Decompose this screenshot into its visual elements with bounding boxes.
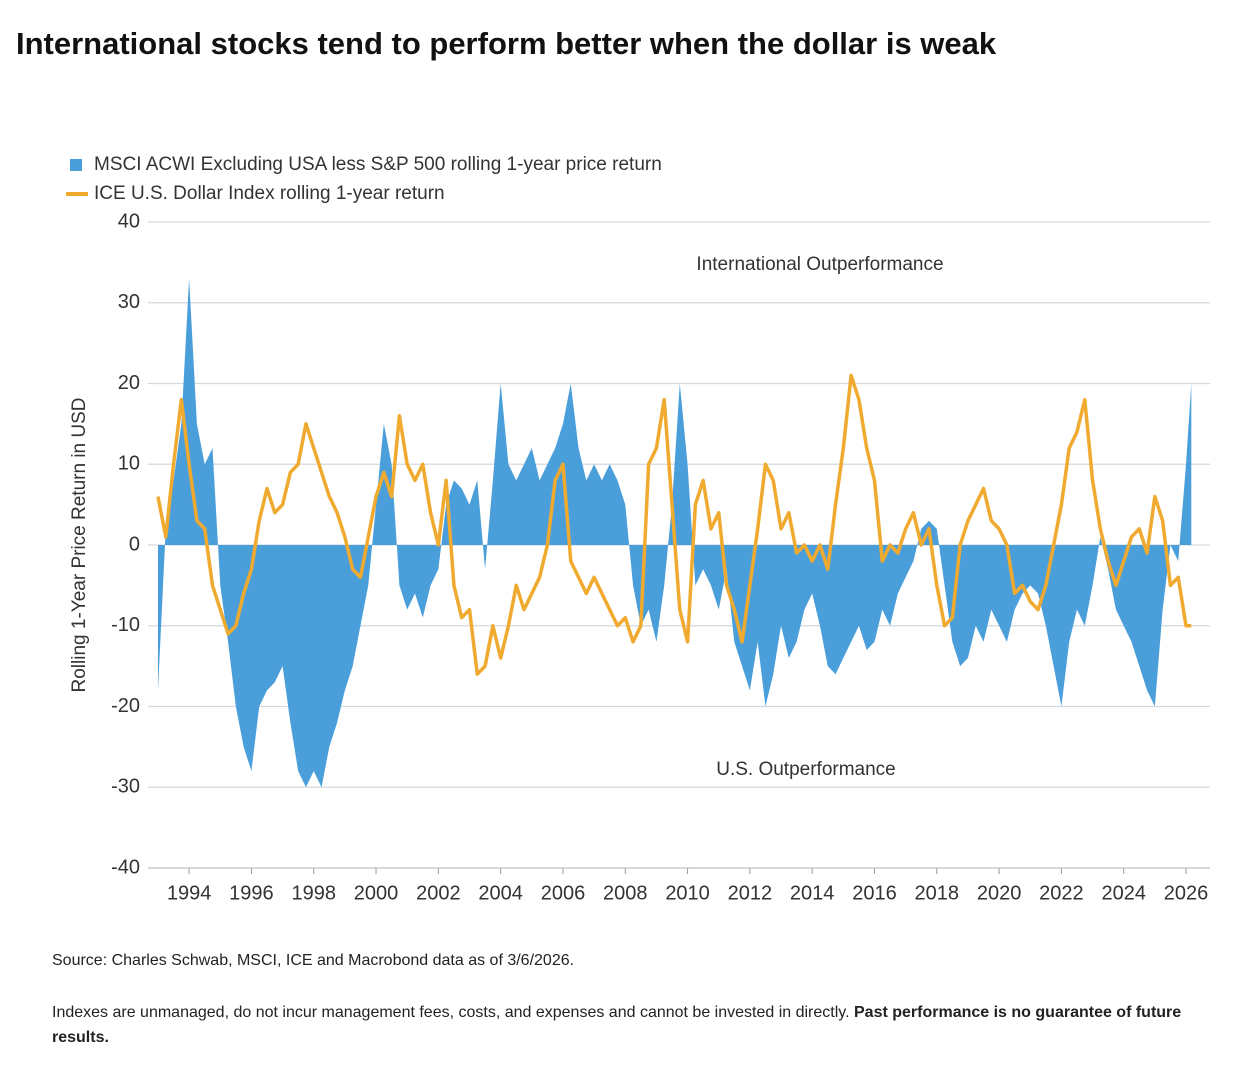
annotation: U.S. Outperformance bbox=[716, 759, 896, 780]
y-tick-label: 30 bbox=[118, 291, 140, 313]
x-tick-label: 2016 bbox=[852, 882, 897, 904]
disclaimer-bold: Past performance is no guarantee of futu… bbox=[52, 1004, 1182, 1046]
x-tick-label: 2020 bbox=[977, 882, 1022, 904]
x-tick-label: 2026 bbox=[1164, 882, 1209, 904]
x-tick-label: 2022 bbox=[1039, 882, 1084, 904]
x-tick-label: 2004 bbox=[478, 882, 523, 904]
x-tick-label: 1996 bbox=[229, 882, 274, 904]
x-tick-label: 2012 bbox=[728, 882, 773, 904]
y-axis-label: Rolling 1-Year Price Return in USD bbox=[69, 398, 90, 693]
line bbox=[156, 373, 1192, 676]
x-tick-label: 2024 bbox=[1101, 882, 1146, 904]
y-tick-label: -20 bbox=[111, 695, 140, 717]
y-tick-label: -10 bbox=[111, 614, 140, 636]
x-tick-label: 2010 bbox=[665, 882, 710, 904]
x-tick-label: 2008 bbox=[603, 882, 648, 904]
y-tick-label: -30 bbox=[111, 776, 140, 798]
y-tick-label: -40 bbox=[111, 856, 140, 878]
y-tick-label: 0 bbox=[129, 533, 140, 555]
x-tick-label: 2014 bbox=[790, 882, 835, 904]
source-note: Source: Charles Schwab, MSCI, ICE and Ma… bbox=[52, 952, 575, 969]
chart: International stocks tend to perform bet… bbox=[16, 26, 1210, 904]
x-tick-label: 1994 bbox=[167, 882, 212, 904]
chart-title: International stocks tend to perform bet… bbox=[16, 26, 997, 61]
y-tick-label: 10 bbox=[118, 453, 140, 475]
x-tick-label: 2000 bbox=[354, 882, 399, 904]
disclaimer: Indexes are unmanaged, do not incur mana… bbox=[52, 1000, 1232, 1050]
x-tick-label: 2018 bbox=[915, 882, 960, 904]
legend-swatch bbox=[70, 159, 82, 171]
y-tick-label: 40 bbox=[118, 210, 140, 232]
legend-label: MSCI ACWI Excluding USA less S&P 500 rol… bbox=[94, 154, 662, 175]
x-tick-label: 2006 bbox=[541, 882, 586, 904]
annotation: International Outperformance bbox=[696, 254, 943, 275]
disclaimer-text: Indexes are unmanaged, do not incur mana… bbox=[52, 1004, 850, 1021]
x-tick-label: 2002 bbox=[416, 882, 461, 904]
legend-label: ICE U.S. Dollar Index rolling 1-year ret… bbox=[94, 183, 445, 204]
y-tick-label: 20 bbox=[118, 372, 140, 394]
x-tick-label: 1998 bbox=[291, 882, 336, 904]
